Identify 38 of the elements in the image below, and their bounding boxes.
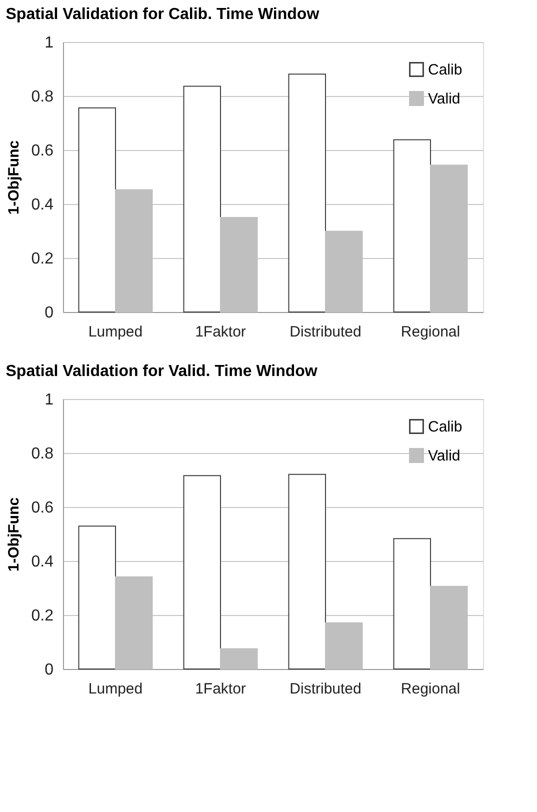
x-tick-label: Lumped [88,680,143,698]
y-tick-label: 0 [44,304,54,322]
legend-label: Valid [428,90,460,108]
y-tick-label: 0.6 [31,142,54,160]
bar [78,526,116,670]
x-tick-label: Lumped [88,324,143,340]
y-tick-label: 0.4 [31,554,54,570]
bar [393,538,431,670]
y-tick-label: 0.2 [31,608,54,624]
y-tick-label: 0.2 [31,250,54,268]
y-tick-label: 0.8 [31,446,54,462]
chart-title: Spatial Validation for Valid. Time Window [6,363,318,380]
y-tick-label: 1 [44,34,54,52]
bar [183,86,221,312]
y-tick-label: 0 [44,662,54,678]
bar [288,74,326,312]
bar [220,648,258,670]
bar [325,622,363,670]
y-tick-label: 1 [44,392,54,408]
x-tick-label: Regional [400,680,460,698]
legend-label: Calib [428,418,462,436]
chart-title: Spatial Validation for Calib. Time Window [6,6,320,23]
y-axis-title: 1-ObjFunc [5,140,22,215]
legend-label: Valid [428,448,460,464]
bar [78,107,116,312]
x-tick-label: 1Faktor [195,324,246,340]
x-tick-label: 1Faktor [195,680,246,698]
bar [288,474,326,670]
x-tick-label: Regional [400,324,460,340]
y-tick-label: 0.8 [31,88,54,106]
y-tick-label: 0.4 [31,196,54,214]
bar [183,475,221,670]
x-tick-label: Distributed [290,680,362,698]
bar [393,139,431,312]
y-axis-title: 1-ObjFunc [5,497,22,572]
y-tick-label: 0.6 [31,500,54,516]
x-tick-label: Distributed [290,324,362,340]
legend-label: Calib [428,62,462,78]
